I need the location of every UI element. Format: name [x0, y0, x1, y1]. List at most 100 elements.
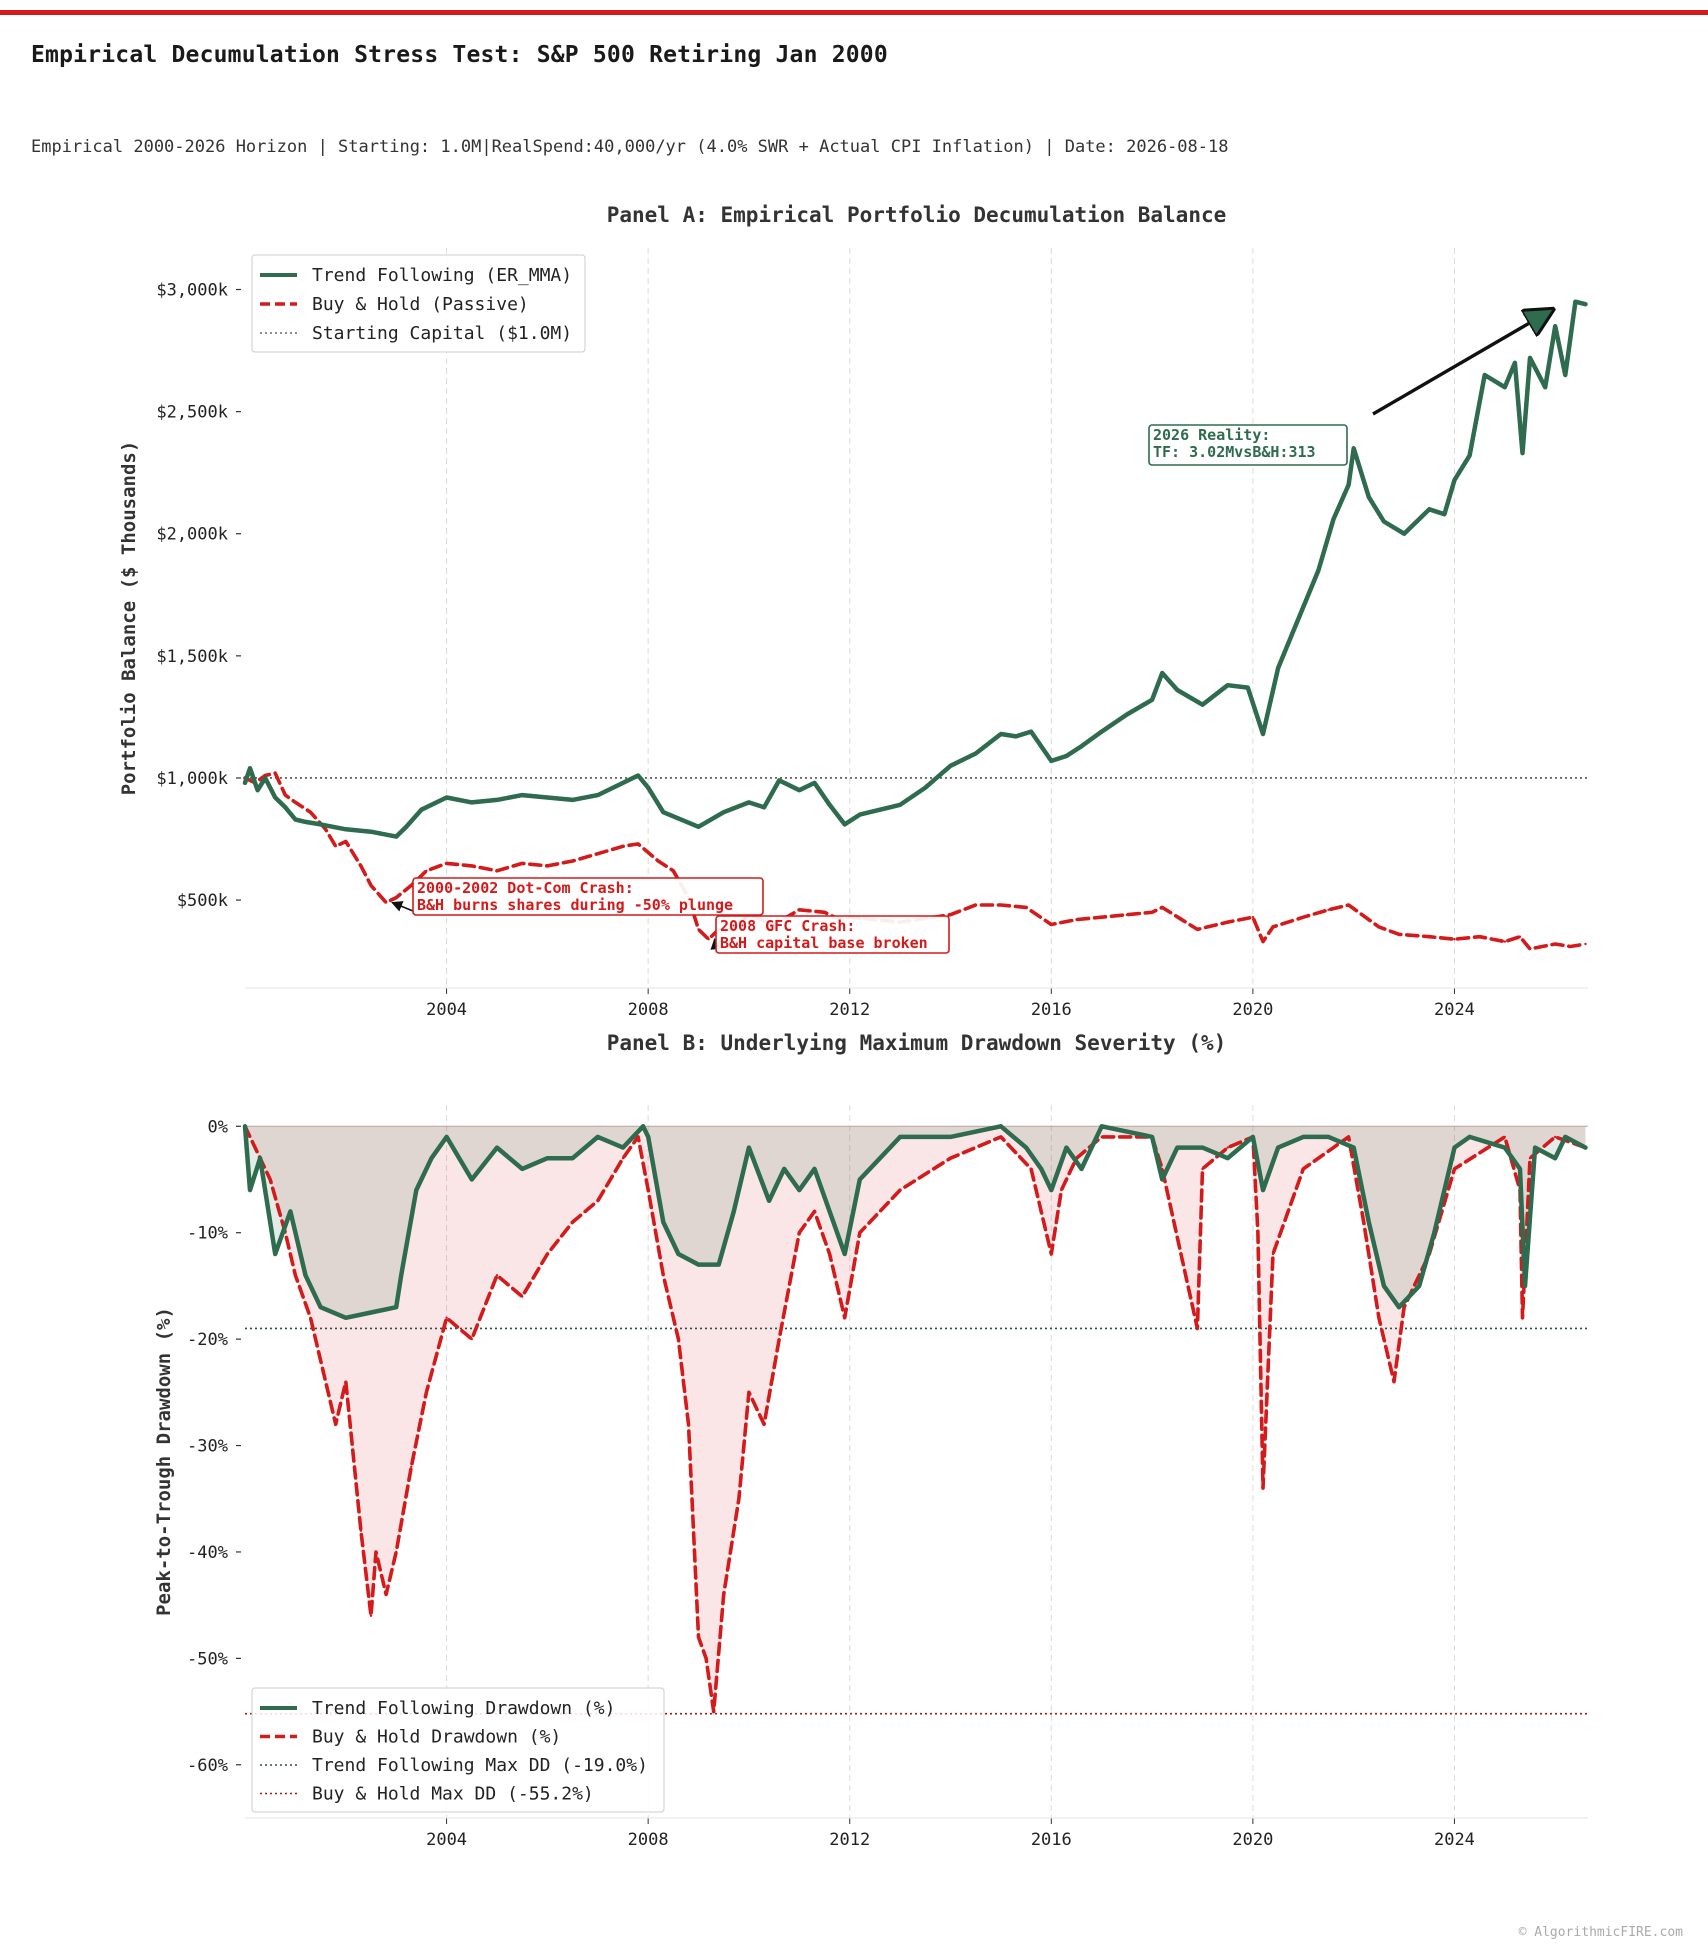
data-point — [384, 1593, 388, 1596]
data-point — [1075, 918, 1078, 921]
data-point — [798, 908, 801, 911]
data-point — [243, 781, 247, 785]
data-point — [1523, 1284, 1527, 1288]
data-point — [843, 1252, 846, 1256]
annotation-box — [715, 915, 950, 954]
data-point — [1100, 1135, 1103, 1139]
data-point — [1352, 1146, 1355, 1149]
legend-label: Buy & Hold Drawdown (%) — [312, 1727, 561, 1748]
data-point — [344, 1380, 347, 1383]
panel-a: Panel A: Empirical Portfolio Decumulatio… — [118, 203, 1588, 1020]
data-point — [369, 1311, 373, 1314]
data-point — [470, 1178, 473, 1181]
data-point — [1554, 942, 1557, 946]
data-point — [707, 938, 710, 941]
y-tick-label: -40% — [187, 1543, 228, 1563]
data-point — [697, 928, 700, 931]
data-point — [369, 830, 373, 833]
data-point — [828, 1252, 831, 1256]
data-point — [1176, 688, 1179, 692]
data-point — [495, 1274, 499, 1277]
data-point — [1029, 730, 1033, 733]
data-point — [1226, 920, 1229, 924]
data-point — [1428, 508, 1431, 511]
page-subtitle: Empirical 2000-2026 Horizon | Starting: … — [31, 137, 1229, 157]
data-point — [596, 852, 599, 855]
data-point — [269, 1178, 272, 1181]
y-tick-label: $2,500k — [156, 403, 228, 423]
x-tick-label: 2024 — [1434, 1000, 1475, 1020]
legend-label: Starting Capital ($1.0M) — [312, 323, 572, 344]
data-point — [1428, 935, 1431, 938]
y-tick-label: $1,000k — [156, 769, 228, 789]
data-point — [999, 732, 1003, 736]
data-point — [647, 786, 650, 789]
data-point — [1564, 1135, 1567, 1139]
data-point — [636, 1135, 640, 1139]
trend-following-line — [242, 299, 1588, 839]
data-point — [1226, 1146, 1229, 1149]
data-point — [1521, 451, 1524, 455]
data-point — [1302, 916, 1305, 919]
data-point — [546, 1157, 549, 1160]
data-point — [828, 803, 831, 806]
data-point — [1397, 933, 1401, 936]
data-point — [687, 1423, 690, 1426]
y-tick-label: -10% — [187, 1224, 228, 1244]
data-point — [495, 798, 499, 802]
data-point — [253, 1146, 257, 1149]
data-point — [248, 1188, 252, 1192]
data-point — [1100, 730, 1103, 733]
data-point — [1533, 1146, 1537, 1149]
data-point — [1125, 713, 1129, 716]
data-point — [430, 1157, 433, 1160]
data-point — [304, 820, 307, 824]
data-point — [1574, 300, 1577, 303]
data-point — [1478, 935, 1481, 938]
data-point — [747, 801, 751, 804]
data-point — [521, 793, 524, 797]
data-point — [677, 1252, 680, 1256]
data-point — [1347, 1135, 1350, 1139]
data-point — [767, 1199, 771, 1203]
data-point — [778, 1337, 781, 1341]
y-tick-label: 0% — [208, 1117, 228, 1137]
data-point — [898, 1135, 902, 1139]
x-tick-label: 2016 — [1031, 1000, 1072, 1020]
data-point — [369, 884, 373, 887]
data-point — [470, 1337, 473, 1341]
data-point — [1554, 1157, 1557, 1160]
data-point — [737, 1497, 741, 1500]
annotation-box — [1148, 424, 1348, 466]
data-point — [1196, 1327, 1199, 1330]
data-point — [1332, 517, 1335, 521]
y-tick-label: -30% — [187, 1437, 228, 1457]
x-tick-label: 2008 — [628, 1000, 669, 1020]
data-point — [647, 1135, 650, 1139]
data-point — [878, 1157, 882, 1160]
data-point — [1024, 906, 1028, 909]
data-point — [1402, 1306, 1406, 1309]
y-tick-label: $2,000k — [156, 525, 228, 545]
data-point — [334, 845, 337, 848]
data-point — [445, 1316, 448, 1320]
data-point — [798, 1188, 801, 1192]
data-point — [1125, 913, 1129, 916]
data-point — [704, 1657, 708, 1660]
data-point — [284, 793, 287, 797]
data-point — [374, 1550, 378, 1554]
data-point — [662, 1274, 665, 1277]
data-point — [1161, 1178, 1164, 1181]
data-point — [1503, 386, 1507, 389]
data-point — [1418, 1284, 1421, 1288]
data-point — [521, 1167, 524, 1171]
data-point — [395, 1306, 398, 1309]
data-point — [1302, 605, 1305, 609]
data-point — [813, 781, 816, 785]
data-point — [1528, 1157, 1532, 1160]
data-point — [1201, 1146, 1204, 1149]
data-point — [949, 913, 952, 916]
legend-label: Buy & Hold (Passive) — [312, 294, 529, 315]
data-point — [1433, 1231, 1436, 1234]
data-point — [843, 823, 846, 826]
